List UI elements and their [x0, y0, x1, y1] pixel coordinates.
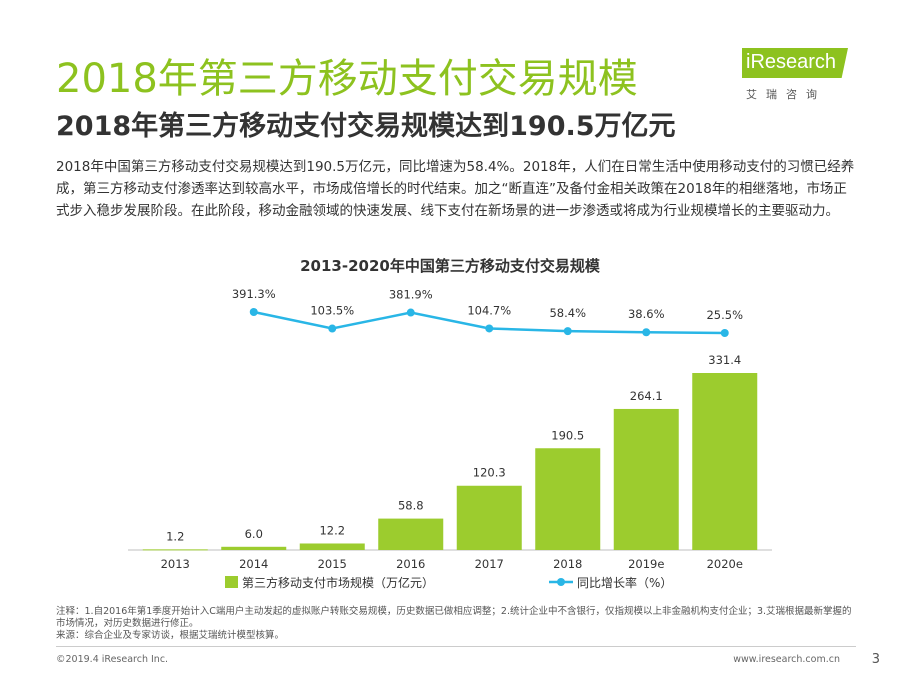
copyright-text: ©2019.4 iResearch Inc.: [56, 654, 169, 665]
bar-2015: [299, 543, 365, 550]
growth-label-2015: 103.5%: [310, 304, 354, 318]
growth-point-2018: [563, 327, 572, 336]
growth-label-2016: 381.9%: [389, 288, 433, 302]
notes-text: 注释：1.自2016年第1季度开始计入C端用户主动发起的虚拟账户转账交易规模，历…: [56, 606, 852, 629]
legend-bar-swatch: [225, 576, 238, 588]
bar-label-2019e: 264.1: [630, 389, 663, 403]
growth-point-2016: [406, 308, 415, 317]
growth-label-2018: 58.4%: [549, 306, 586, 320]
x-tick-2017: 2017: [475, 557, 504, 571]
growth-label-2020e: 25.5%: [706, 308, 743, 322]
logo-name: iResearch: [746, 51, 837, 73]
bar-label-2014: 6.0: [245, 527, 263, 541]
legend-line-label: 同比增长率（%）: [577, 575, 672, 590]
iresearch-logo: iResearch 艾瑞咨询: [742, 48, 854, 104]
bar-label-2016: 58.8: [398, 499, 424, 513]
x-tick-2014: 2014: [239, 557, 268, 571]
logo-chinese-name: 艾瑞咨询: [746, 88, 826, 101]
bar-2020e: [692, 373, 758, 550]
bar-2014: [221, 546, 287, 550]
growth-point-2017: [485, 324, 494, 333]
bar-label-2018: 190.5: [551, 428, 584, 442]
x-tick-2015: 2015: [318, 557, 347, 571]
chart-notes: 注释：1.自2016年第1季度开始计入C端用户主动发起的虚拟账户转账交易规模，历…: [56, 606, 856, 642]
page-subtitle: 2018年第三方移动支付交易规模达到190.5万亿元: [56, 111, 676, 142]
legend-bar-label: 第三方移动支付市场规模（万亿元）: [242, 575, 434, 590]
growth-label-2014: 391.3%: [232, 287, 276, 301]
footer-divider: [56, 646, 856, 647]
source-text: 来源：综合企业及专家访谈，根据艾瑞统计模型核算。: [56, 630, 285, 641]
chart-title: 2013-2020年中国第三方移动支付交易规模: [300, 257, 600, 275]
x-tick-2013: 2013: [161, 557, 190, 571]
x-tick-2020e: 2020e: [707, 557, 743, 571]
bar-label-2017: 120.3: [473, 466, 506, 480]
x-tick-2019e: 2019e: [628, 557, 664, 571]
bar-2018: [535, 448, 601, 550]
page-title: 2018年第三方移动支付交易规模: [56, 56, 638, 102]
bar-label-2020e: 331.4: [708, 353, 741, 367]
combo-chart: 1.2 2013 6.0 2014 12.2 2015 58.8 2016 120.3 2017 1…: [128, 287, 772, 590]
growth-point-2020e: [720, 329, 729, 337]
growth-point-2019e: [642, 328, 651, 337]
bar-2016: [378, 518, 444, 550]
growth-point-2014: [249, 308, 258, 316]
growth-label-2017: 104.7%: [467, 303, 511, 317]
website-link[interactable]: www.iresearch.com.cn: [733, 654, 840, 665]
x-tick-2016: 2016: [396, 557, 425, 571]
legend-line-marker: [557, 578, 565, 586]
intro-paragraph: 2018年中国第三方移动支付交易规模达到190.5万亿元，同比增速为58.4%。…: [56, 159, 855, 219]
bar-2013: [142, 549, 208, 551]
bar-2019e: [613, 408, 679, 550]
bar-label-2015: 12.2: [319, 523, 345, 537]
page-number: 3: [871, 652, 880, 667]
growth-label-2019e: 38.6%: [628, 307, 665, 321]
bar-2017: [456, 485, 522, 550]
bar-label-2013: 1.2: [166, 529, 184, 543]
x-tick-2018: 2018: [553, 557, 582, 571]
logo-badge: iResearch: [742, 48, 848, 78]
growth-point-2015: [328, 324, 337, 333]
